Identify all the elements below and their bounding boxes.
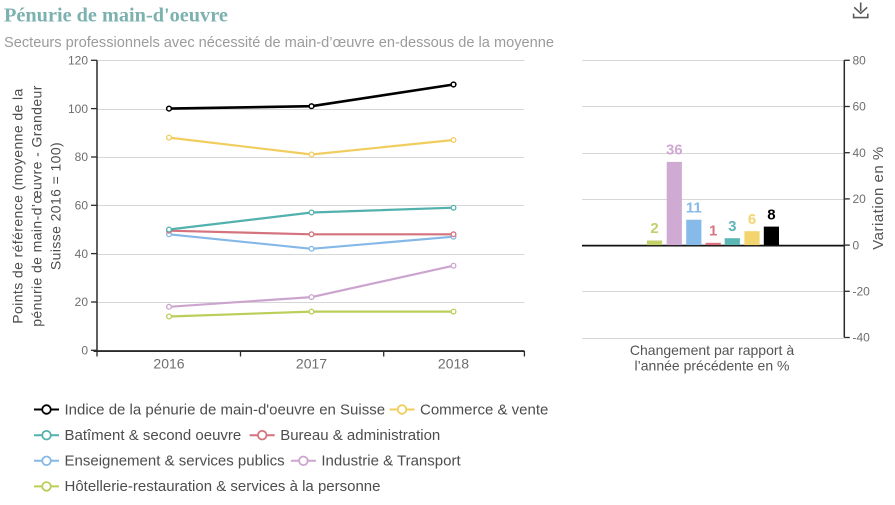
svg-text:Indice de la pénurie de main-d: Indice de la pénurie de main-d'oeuvre en… <box>65 401 386 418</box>
svg-text:Secteurs professionnels avec n: Secteurs professionnels avec nécessité d… <box>4 35 554 51</box>
svg-text:pénurie de main-d’œuvre - Gran: pénurie de main-d’œuvre - Grandeur <box>29 85 45 327</box>
svg-text:l’année précédente en %: l’année précédente en % <box>635 358 790 374</box>
svg-text:2016: 2016 <box>153 356 184 372</box>
svg-text:Hôtellerie-restauration & serv: Hôtellerie-restauration & services à la … <box>65 478 381 495</box>
svg-text:Suisse 2016 = 100): Suisse 2016 = 100) <box>48 142 64 270</box>
svg-text:0: 0 <box>853 238 860 252</box>
svg-text:100: 100 <box>68 102 88 116</box>
svg-text:1: 1 <box>709 223 717 240</box>
svg-text:36: 36 <box>666 142 683 159</box>
svg-text:20: 20 <box>75 295 89 309</box>
svg-text:11: 11 <box>686 199 702 216</box>
svg-text:40: 40 <box>853 146 867 160</box>
svg-text:Industrie & Transport: Industrie & Transport <box>321 453 461 470</box>
svg-text:Points de référence (moyenne d: Points de référence (moyenne de la <box>10 88 26 323</box>
svg-text:2017: 2017 <box>296 356 327 372</box>
svg-text:2018: 2018 <box>438 356 469 372</box>
svg-text:120: 120 <box>68 54 88 68</box>
svg-text:-40: -40 <box>853 331 871 345</box>
svg-text:Enseignement & services public: Enseignement & services publics <box>65 453 285 470</box>
svg-text:60: 60 <box>75 199 89 213</box>
svg-text:80: 80 <box>75 150 89 164</box>
svg-text:20: 20 <box>853 192 867 206</box>
svg-text:Batîment & second oeuvre: Batîment & second oeuvre <box>65 427 242 444</box>
svg-text:Commerce & vente: Commerce & vente <box>420 401 548 418</box>
svg-text:Bureau & administration: Bureau & administration <box>280 427 440 444</box>
svg-text:2: 2 <box>650 220 658 237</box>
svg-text:8: 8 <box>767 206 775 223</box>
svg-text:Changement par rapport à: Changement par rapport à <box>630 342 794 358</box>
svg-text:60: 60 <box>853 100 867 114</box>
svg-text:0: 0 <box>81 344 88 358</box>
svg-text:40: 40 <box>75 247 89 261</box>
svg-text:-20: -20 <box>853 285 871 299</box>
svg-text:3: 3 <box>728 218 736 235</box>
svg-text:80: 80 <box>853 54 867 68</box>
svg-text:Pénurie de main-d'oeuvre: Pénurie de main-d'oeuvre <box>4 5 228 27</box>
svg-text:Variation en %: Variation en % <box>870 146 887 249</box>
svg-text:6: 6 <box>748 211 756 228</box>
